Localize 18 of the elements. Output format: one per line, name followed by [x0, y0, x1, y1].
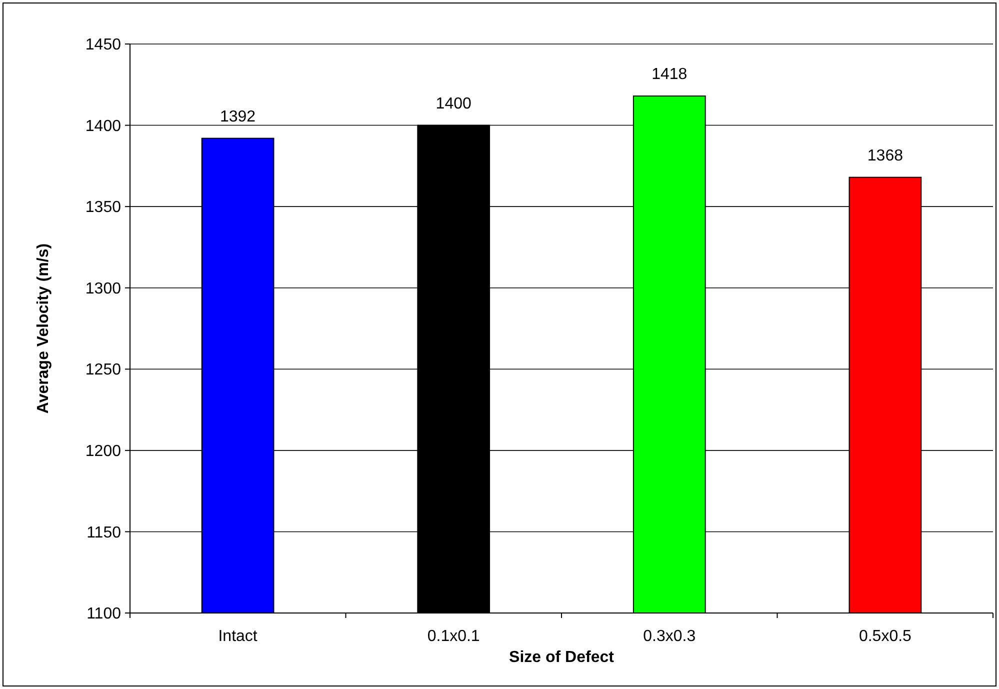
x-tick-label: 0.1x0.1: [427, 628, 480, 645]
x-tick-label: 0.3x0.3: [643, 628, 696, 645]
y-tick-label: 1100: [86, 606, 122, 623]
y-tick-label: 1400: [85, 118, 122, 135]
data-label: 1418: [652, 66, 688, 84]
y-tick-label: 1250: [85, 362, 122, 379]
y-axis-title: Average Velocity (m/s): [35, 243, 52, 414]
x-tick-label: 0.5x0.5: [858, 628, 912, 645]
y-tick-label: 1200: [85, 443, 122, 460]
y-tick-label: 1150: [86, 524, 122, 542]
y-tick-label: 1450: [85, 36, 122, 54]
y-tick-label: 1300: [85, 280, 122, 298]
x-tick-label: Intact: [218, 628, 258, 645]
data-label: 1368: [867, 147, 904, 164]
x-axis-title: Size of Defect: [509, 649, 615, 666]
y-tick-label: 1350: [85, 199, 122, 216]
data-label: 1392: [220, 108, 256, 126]
data-label: 1400: [436, 95, 472, 112]
